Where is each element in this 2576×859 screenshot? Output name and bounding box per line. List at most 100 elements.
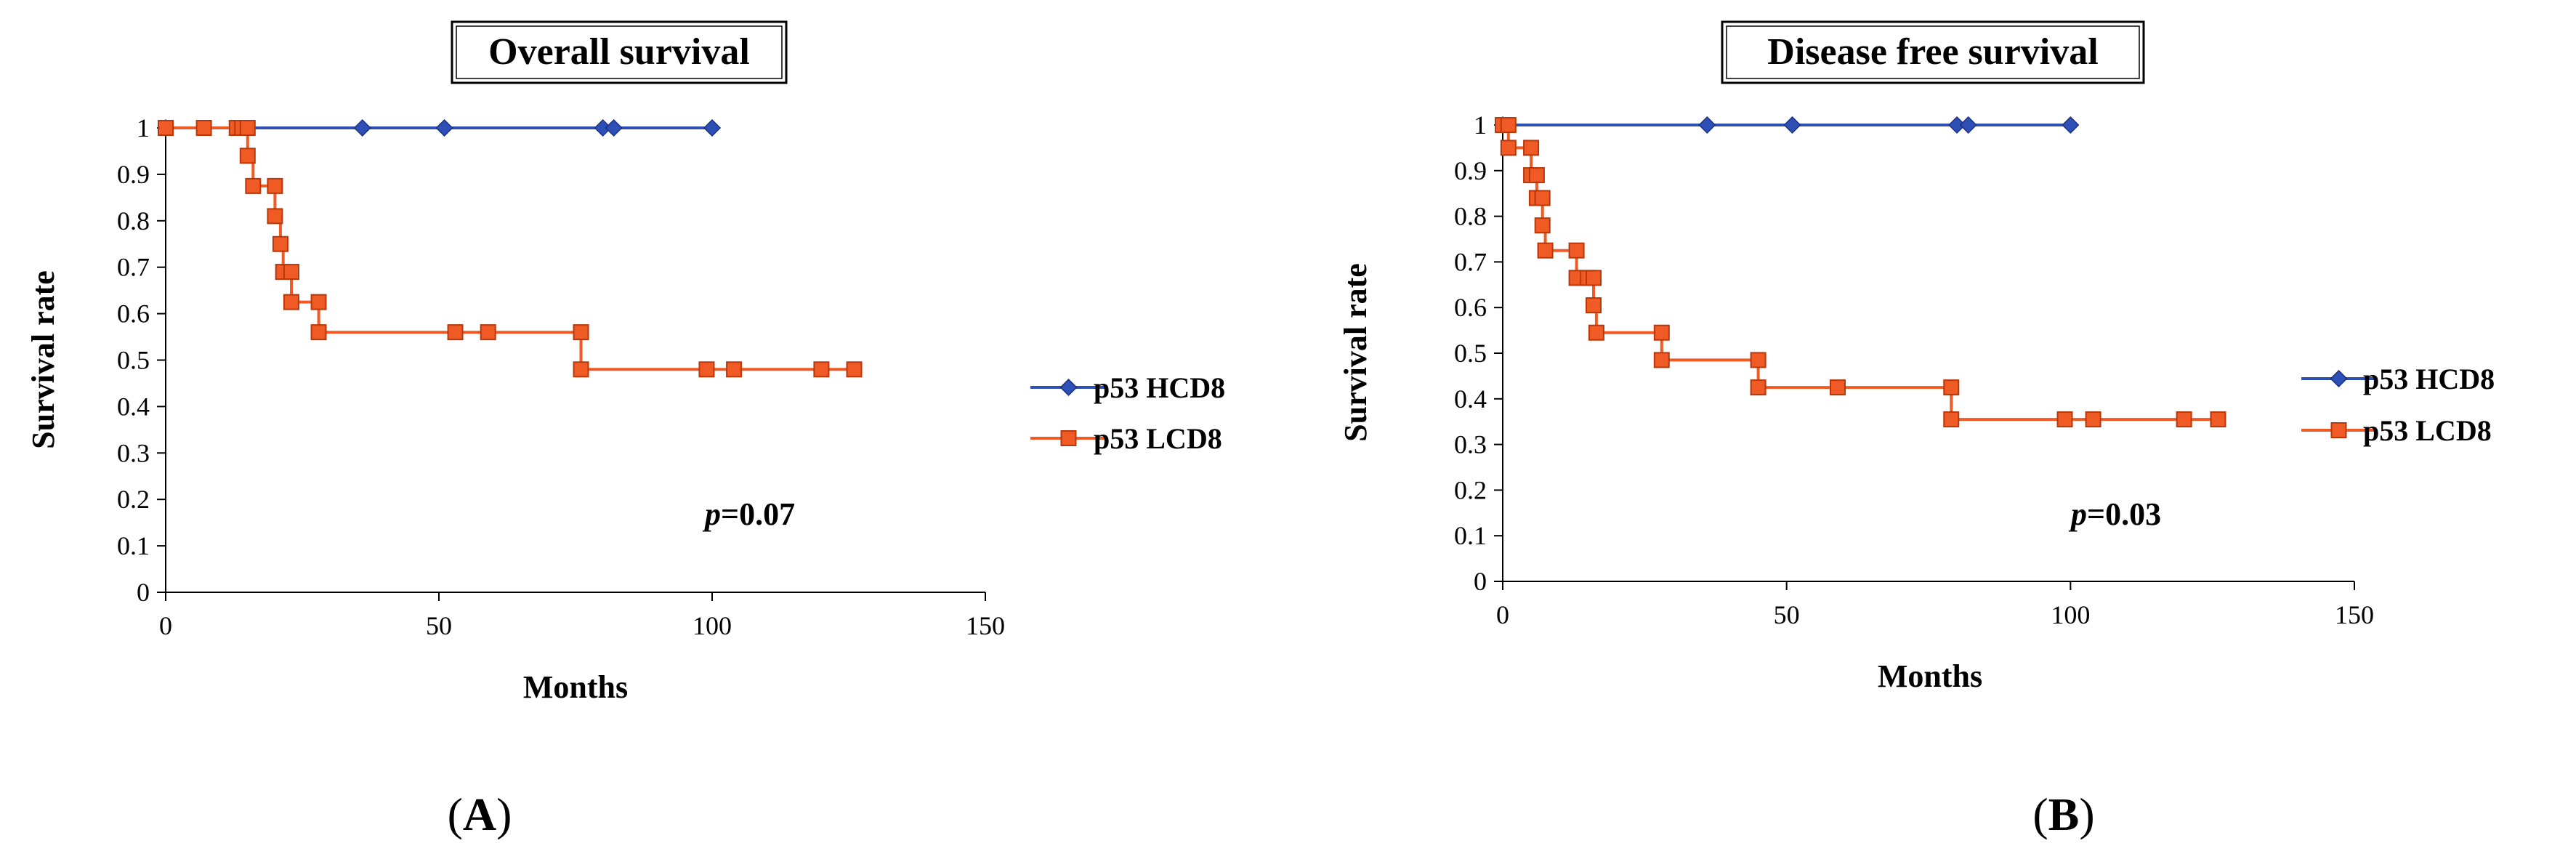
x-tick-label: 150 — [2335, 600, 2374, 629]
y-tick-label: 0.8 — [117, 206, 150, 235]
x-tick-label: 100 — [2051, 600, 2090, 629]
legend-item: p53 LCD8 — [2301, 414, 2492, 447]
chart-title-box — [451, 20, 788, 84]
data-point — [1750, 352, 1767, 368]
x-tick-label: 100 — [693, 611, 732, 640]
series-p53-lcd8 — [158, 120, 863, 378]
y-tick-label: 0.2 — [117, 485, 150, 514]
y-tick-label: 0.2 — [1454, 475, 1487, 504]
y-tick-label: 0.7 — [117, 253, 150, 282]
data-point — [2085, 411, 2101, 428]
p-value-symbol: p — [702, 496, 721, 532]
y-tick-label: 0 — [1474, 567, 1487, 596]
data-point — [846, 361, 863, 378]
panel-label-part: ) — [2079, 789, 2094, 840]
y-tick-label: 1 — [1474, 110, 1487, 140]
x-tick-label: 0 — [1496, 600, 1509, 629]
data-point — [1500, 117, 1517, 133]
data-point — [239, 120, 256, 136]
legend-item: p53 LCD8 — [1030, 422, 1222, 455]
y-tick-label: 0.4 — [117, 392, 150, 421]
y-axis-title: Survival rate — [1338, 263, 1373, 442]
data-point — [283, 264, 299, 281]
data-point — [2056, 411, 2073, 428]
data-point — [2210, 411, 2226, 428]
data-point — [2062, 116, 2080, 134]
data-point — [1586, 270, 1602, 286]
data-point — [605, 118, 623, 137]
chart-title-box — [1721, 20, 2145, 84]
data-point — [1500, 140, 1517, 156]
data-point — [1829, 379, 1846, 396]
data-point — [1959, 116, 1977, 134]
panel-label: (A) — [448, 789, 512, 840]
data-point — [158, 120, 174, 136]
chart-title-box-inner — [1726, 25, 2140, 79]
panel-label-part: ) — [496, 789, 512, 840]
panel-label-part: ( — [448, 789, 463, 840]
data-point — [703, 118, 722, 137]
data-point — [1783, 116, 1801, 134]
y-axis-title: Survival rate — [25, 270, 61, 449]
y-tick-label: 0.1 — [117, 531, 150, 560]
data-point — [272, 235, 288, 252]
data-point — [2176, 411, 2192, 428]
data-point — [1653, 352, 1670, 368]
chart-panel-a: Overall survival 0 0.1 0.2 0.3 0.4 0.5 0.6 0.7 0.… — [25, 20, 1225, 840]
data-point — [573, 324, 589, 341]
panel-label-part: A — [463, 789, 496, 840]
y-tick-label: 0.3 — [1454, 430, 1487, 459]
data-point — [1750, 379, 1767, 396]
legend-label: p53 HCD8 — [1094, 371, 1225, 404]
y-tick-label: 0.9 — [1454, 156, 1487, 185]
y-tick-label: 0.3 — [117, 438, 150, 467]
data-point — [245, 177, 262, 194]
data-point — [1943, 379, 1960, 396]
x-axis-title: Months — [1878, 658, 1982, 694]
y-tick-label: 0.9 — [117, 160, 150, 189]
p-value-symbol: p — [2068, 496, 2087, 532]
series-line — [166, 126, 855, 371]
data-point — [1534, 217, 1551, 234]
legend-marker — [2330, 422, 2347, 438]
chart-title-box-inner — [456, 25, 783, 79]
y-tick-label: 0 — [137, 578, 150, 607]
chart-title: Overall survival — [488, 31, 750, 73]
p-value-text: =0.07 — [721, 496, 795, 532]
data-point — [1586, 297, 1602, 314]
data-point — [698, 361, 715, 378]
y-tick-label: 1 — [137, 113, 150, 142]
data-point — [239, 148, 256, 164]
data-point — [480, 324, 496, 341]
data-point — [195, 120, 212, 136]
legend-item: p53 HCD8 — [1030, 371, 1225, 404]
data-point — [1523, 140, 1540, 156]
data-point — [813, 361, 830, 378]
y-tick-label: 0.6 — [1454, 293, 1487, 322]
p-value-text: =0.03 — [2087, 496, 2161, 532]
data-point — [1653, 324, 1670, 341]
y-tick-label: 0.5 — [1454, 339, 1487, 368]
data-point — [435, 118, 453, 137]
legend-marker — [1060, 430, 1077, 446]
panel-label-part: B — [2048, 789, 2080, 840]
chart-title: Disease free survival — [1767, 31, 2098, 73]
x-axis-title: Months — [523, 669, 628, 705]
data-point — [1534, 190, 1551, 206]
x-tick-label: 50 — [426, 611, 452, 640]
data-point — [353, 118, 371, 137]
legend-label: p53 LCD8 — [1094, 422, 1222, 455]
y-tick-label: 0.7 — [1454, 247, 1487, 276]
data-point — [447, 324, 464, 341]
series-p53-lcd8 — [1495, 117, 2226, 428]
series-line — [1503, 124, 2218, 422]
y-tick-label: 0.8 — [1454, 202, 1487, 231]
legend-item: p53 HCD8 — [2301, 363, 2495, 395]
chart-panel-b: Disease free survival 0 0.1 0.2 0.3 0.4 0.5 0.6… — [1338, 20, 2495, 840]
y-tick-label: 0.6 — [117, 299, 150, 328]
y-tick-label: 0.4 — [1454, 384, 1487, 414]
p-value-annotation: p=0.07 — [702, 496, 795, 532]
y-tick-label: 0.1 — [1454, 521, 1487, 550]
